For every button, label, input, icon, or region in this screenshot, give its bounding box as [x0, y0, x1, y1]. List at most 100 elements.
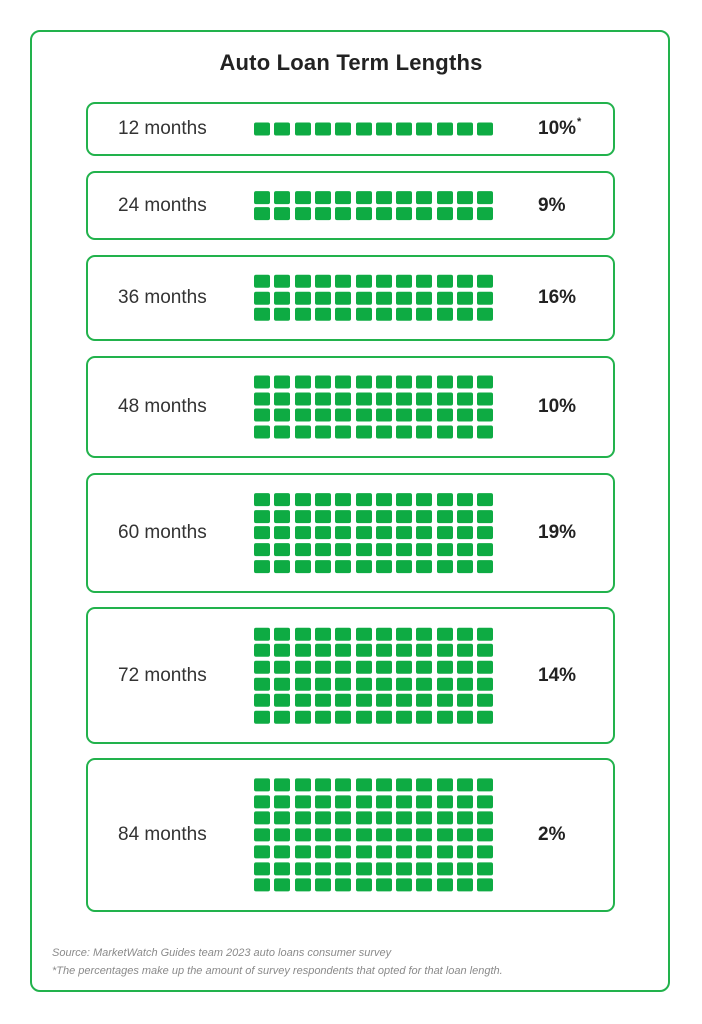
term-row: 60 months 19% [86, 473, 615, 593]
pictogram-square [416, 526, 433, 540]
pictogram-square [314, 811, 331, 825]
pictogram-square [375, 559, 392, 573]
pictogram-square [355, 694, 372, 708]
term-row: 12 months 10%* [86, 102, 615, 156]
pictogram-square [274, 828, 291, 842]
pictogram-square [436, 694, 453, 708]
pictogram-square [294, 493, 311, 507]
pictogram-square [355, 207, 372, 221]
pictogram-square [274, 122, 291, 136]
term-row: 72 months 14% [86, 607, 615, 744]
pictogram-square [375, 828, 392, 842]
pictogram-square [355, 861, 372, 875]
pictogram-square [477, 274, 494, 288]
term-label: 84 months [118, 824, 207, 845]
pictogram-square [274, 425, 291, 439]
pictogram-square [416, 845, 433, 859]
pictogram-square [335, 845, 352, 859]
pictogram-square [477, 543, 494, 557]
pictogram-square [436, 677, 453, 691]
pictogram-square [375, 878, 392, 892]
pictogram-square [477, 643, 494, 657]
pictogram-square [355, 677, 372, 691]
pictogram-square [457, 291, 473, 305]
pictogram-square [457, 526, 473, 540]
pictogram-square [254, 861, 270, 875]
pictogram-square [335, 643, 352, 657]
pictogram-square [436, 408, 453, 422]
pictogram-square [294, 828, 311, 842]
pictogram-square [274, 878, 291, 892]
pictogram-square [314, 408, 331, 422]
pictogram-square [457, 878, 473, 892]
pictogram-square [396, 207, 413, 221]
pictogram-square [314, 425, 331, 439]
pictogram-square [416, 828, 433, 842]
pictogram-square [335, 795, 352, 809]
pictogram-square [274, 274, 291, 288]
pictogram-square [375, 392, 392, 406]
pictogram-square [416, 710, 433, 724]
pictogram-square [335, 526, 352, 540]
square-grid [254, 274, 494, 322]
pictogram-square [436, 207, 453, 221]
chart-title: Auto Loan Term Lengths [219, 50, 483, 75]
square-grid [254, 493, 494, 573]
pictogram-square [314, 493, 331, 507]
pictogram-square [254, 509, 270, 523]
pictogram-square [436, 811, 453, 825]
pictogram-square [254, 710, 270, 724]
term-label: 72 months [118, 664, 207, 686]
pictogram-square [254, 291, 270, 305]
pictogram-square [274, 660, 291, 674]
pictogram-square [314, 677, 331, 691]
pictogram-square [335, 274, 352, 288]
pictogram-square [396, 291, 413, 305]
pictogram-square [457, 392, 473, 406]
pictogram-square [355, 559, 372, 573]
pictogram-square [355, 627, 372, 641]
pictogram-square [396, 122, 413, 136]
pictogram-square [436, 526, 453, 540]
pictogram-square [355, 190, 372, 204]
pictogram-square [375, 526, 392, 540]
pictogram-square [436, 778, 453, 792]
pictogram-square [477, 207, 494, 221]
pictogram-square [335, 190, 352, 204]
pictogram-square [254, 207, 270, 221]
pictogram-square [335, 493, 352, 507]
pictogram-square [254, 493, 270, 507]
pictogram-square [254, 425, 270, 439]
pictogram-square [416, 274, 433, 288]
pictogram-square [335, 425, 352, 439]
pictogram-square [314, 274, 331, 288]
pictogram-square [294, 811, 311, 825]
pictogram-square [416, 778, 433, 792]
pictogram-square [355, 795, 372, 809]
pictogram-square [335, 308, 352, 322]
pictogram-square [294, 710, 311, 724]
pictogram-square [274, 190, 291, 204]
pictogram-square [396, 795, 413, 809]
pictogram-square [294, 190, 311, 204]
pictogram-square [355, 778, 372, 792]
pictogram-square [355, 811, 372, 825]
pictogram-square [335, 509, 352, 523]
pictogram-square [294, 627, 311, 641]
pictogram-square [294, 291, 311, 305]
pictogram-square [457, 190, 473, 204]
pictogram-square [274, 795, 291, 809]
pictogram-square [375, 122, 392, 136]
pictogram-square [416, 795, 433, 809]
pictogram-square [477, 861, 494, 875]
pictogram-square [436, 308, 453, 322]
pictogram-square [396, 828, 413, 842]
pictogram-square [436, 710, 453, 724]
pictogram-square [254, 845, 270, 859]
pictogram-square [274, 694, 291, 708]
pictogram-square [314, 643, 331, 657]
pictogram-square [416, 392, 433, 406]
pictogram-square [396, 778, 413, 792]
pictogram-square [335, 408, 352, 422]
pictogram-square [396, 878, 413, 892]
